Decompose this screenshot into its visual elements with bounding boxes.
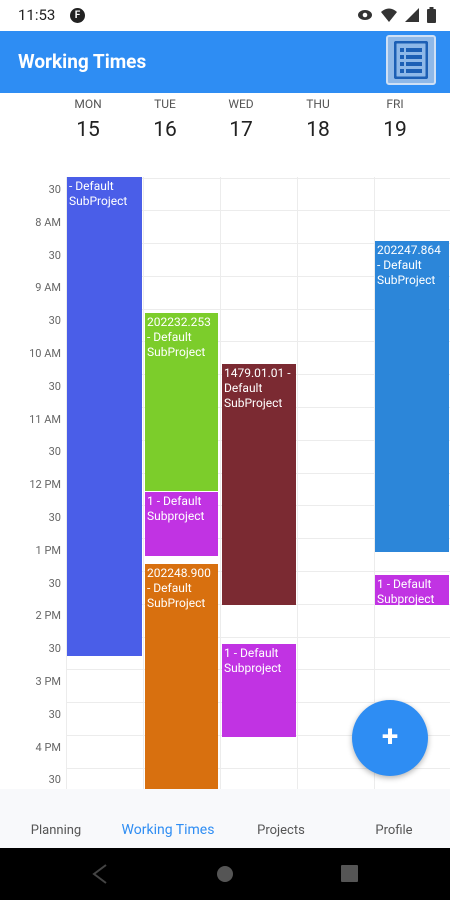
week-day-header: MON 15 TUE 16 WED 17 THU 18 FRI 19 — [0, 93, 450, 177]
time-label: 9 AM — [35, 281, 61, 294]
app-bar: Working Times — [0, 31, 450, 93]
day-name: FRI — [386, 97, 404, 111]
time-label: 30 — [48, 642, 61, 655]
system-navigation-bar — [0, 848, 450, 900]
time-label: 11 AM — [29, 413, 61, 426]
back-icon[interactable] — [90, 864, 110, 884]
calendar-event[interactable]: - Default SubProject — [67, 177, 142, 656]
time-label: 12 PM — [29, 478, 61, 491]
app-notification-icon: F — [70, 8, 85, 23]
time-label: 1 PM — [35, 544, 61, 557]
day-number: 17 — [229, 118, 253, 142]
time-label: 30 — [48, 708, 61, 721]
list-view-button[interactable] — [386, 35, 436, 85]
bottom-navigation: Planning Working Times Projects Profile — [0, 789, 450, 848]
page-title: Working Times — [18, 50, 147, 73]
day-column-header-fri[interactable]: FRI 19 — [357, 93, 433, 142]
nav-planning[interactable]: Planning — [30, 823, 82, 838]
day-number: 19 — [383, 118, 407, 142]
nav-projects[interactable]: Projects — [257, 823, 305, 838]
signal-icon — [405, 8, 419, 22]
status-time: 11:53 — [18, 6, 56, 24]
nav-working-times[interactable]: Working Times — [121, 822, 215, 838]
calendar-event[interactable]: 1479.01.01 - Default SubProject — [222, 364, 296, 605]
eye-icon — [358, 10, 372, 20]
day-number: 15 — [76, 118, 100, 142]
list-icon — [394, 41, 428, 79]
calendar-event[interactable]: 1 - Default Subproject — [145, 492, 218, 556]
day-number: 16 — [153, 118, 177, 142]
time-label: 30 — [48, 380, 61, 393]
battery-icon — [427, 7, 436, 23]
status-bar: 11:53 F — [0, 0, 450, 31]
time-label: 30 — [48, 183, 61, 196]
calendar-event[interactable]: 202247.864 - Default SubProject — [375, 241, 449, 552]
home-icon[interactable] — [216, 865, 234, 883]
day-column-header-tue[interactable]: TUE 16 — [127, 93, 203, 142]
time-label: 30 — [48, 445, 61, 458]
day-column-header-wed[interactable]: WED 17 — [203, 93, 279, 142]
calendar-event[interactable]: 202248.900 - Default SubProject — [145, 564, 218, 789]
time-label: 30 — [48, 314, 61, 327]
day-column-header-thu[interactable]: THU 18 — [280, 93, 356, 142]
day-name: MON — [74, 97, 102, 111]
day-name: TUE — [154, 97, 176, 111]
time-label: 30 — [48, 773, 61, 786]
wifi-icon — [381, 8, 397, 22]
add-working-time-button[interactable]: + — [352, 700, 428, 776]
time-label: 2 PM — [35, 609, 61, 622]
recents-icon[interactable] — [341, 865, 358, 882]
time-label: 3 PM — [35, 675, 61, 688]
day-number: 18 — [306, 118, 330, 142]
day-name: WED — [228, 97, 254, 111]
day-column-header-mon[interactable]: MON 15 — [50, 93, 126, 142]
time-label: 4 PM — [35, 741, 61, 754]
time-label: 30 — [48, 249, 61, 262]
nav-profile[interactable]: Profile — [375, 823, 413, 838]
calendar-event[interactable]: 1 - Default Subproject — [375, 575, 449, 605]
calendar-event[interactable]: 1 - Default Subproject — [222, 644, 296, 737]
calendar-grid[interactable]: 30 8 AM 30 9 AM 30 10 AM 30 11 AM 30 12 … — [0, 177, 450, 789]
day-name: THU — [306, 97, 330, 111]
time-label: 8 AM — [35, 216, 61, 229]
time-label: 30 — [48, 577, 61, 590]
time-label: 30 — [48, 511, 61, 524]
calendar-event[interactable]: 202232.253 - Default SubProject — [145, 313, 218, 491]
time-label: 10 AM — [29, 347, 61, 360]
